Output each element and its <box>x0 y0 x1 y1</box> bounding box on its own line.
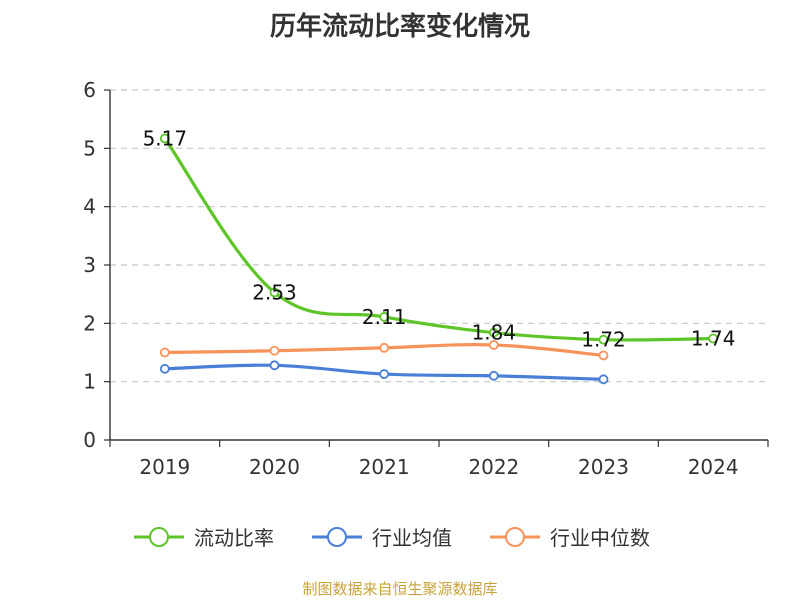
data-point <box>269 345 280 356</box>
data-point <box>269 287 280 298</box>
data-label: 1.72 <box>581 328 626 352</box>
data-point <box>488 370 499 381</box>
data-point <box>159 347 170 358</box>
y-tick-label: 3 <box>83 253 96 277</box>
data-label: 2.53 <box>252 280 297 304</box>
data-point <box>598 374 609 385</box>
x-tick-label: 2024 <box>688 455 739 479</box>
data-point <box>598 334 609 345</box>
x-tick-label: 2023 <box>578 455 629 479</box>
y-tick-label: 0 <box>83 428 96 452</box>
data-point <box>379 312 390 322</box>
data-label: 5.17 <box>143 126 188 150</box>
y-tick-label: 2 <box>83 311 96 335</box>
data-point <box>159 363 170 374</box>
data-point <box>269 360 280 371</box>
y-tick-label: 5 <box>83 136 96 160</box>
legend-label: 行业均值 <box>372 526 452 550</box>
legend-item[interactable]: 行业均值 <box>312 526 452 550</box>
data-point <box>379 342 390 353</box>
legend-marker <box>149 527 169 547</box>
data-point <box>159 133 170 144</box>
legend-marker <box>327 527 347 547</box>
data-label: 2.11 <box>362 305 407 329</box>
data-label: 1.74 <box>691 327 736 351</box>
x-tick-label: 2022 <box>468 455 519 479</box>
data-point <box>488 340 499 350</box>
chart-title: 历年流动比率变化情况 <box>269 12 530 42</box>
data-point <box>598 350 609 361</box>
data-labels: 5.17 2.53 2.11 1.84 1.72 1.74 <box>143 126 736 351</box>
legend-label: 流动比率 <box>194 526 274 550</box>
x-tick-label: 2021 <box>359 455 410 479</box>
legend-label: 行业中位数 <box>550 526 650 550</box>
series-layer <box>159 133 719 385</box>
legend-item[interactable]: 行业中位数 <box>490 526 650 550</box>
data-point <box>488 327 499 338</box>
series-line-流动比率 <box>163 137 714 342</box>
data-label: 1.84 <box>472 321 517 345</box>
axes: 0 1 2 3 4 5 6 2019 2020 2021 2022 2023 2024 <box>83 78 769 479</box>
y-tick-label: 1 <box>83 370 96 394</box>
y-tick-label: 6 <box>83 78 96 102</box>
x-tick-label: 2020 <box>249 455 300 479</box>
legend-marker <box>505 527 525 547</box>
data-point <box>379 369 390 379</box>
x-tick-label: 2019 <box>139 455 190 479</box>
legend[interactable]: 流动比率 行业均值 行业中位数 <box>134 526 650 550</box>
legend-item[interactable]: 流动比率 <box>134 526 274 550</box>
y-tick-label: 4 <box>83 195 96 219</box>
data-point <box>708 333 719 344</box>
source-note: 制图数据来自恒生聚源数据库 <box>302 580 498 598</box>
